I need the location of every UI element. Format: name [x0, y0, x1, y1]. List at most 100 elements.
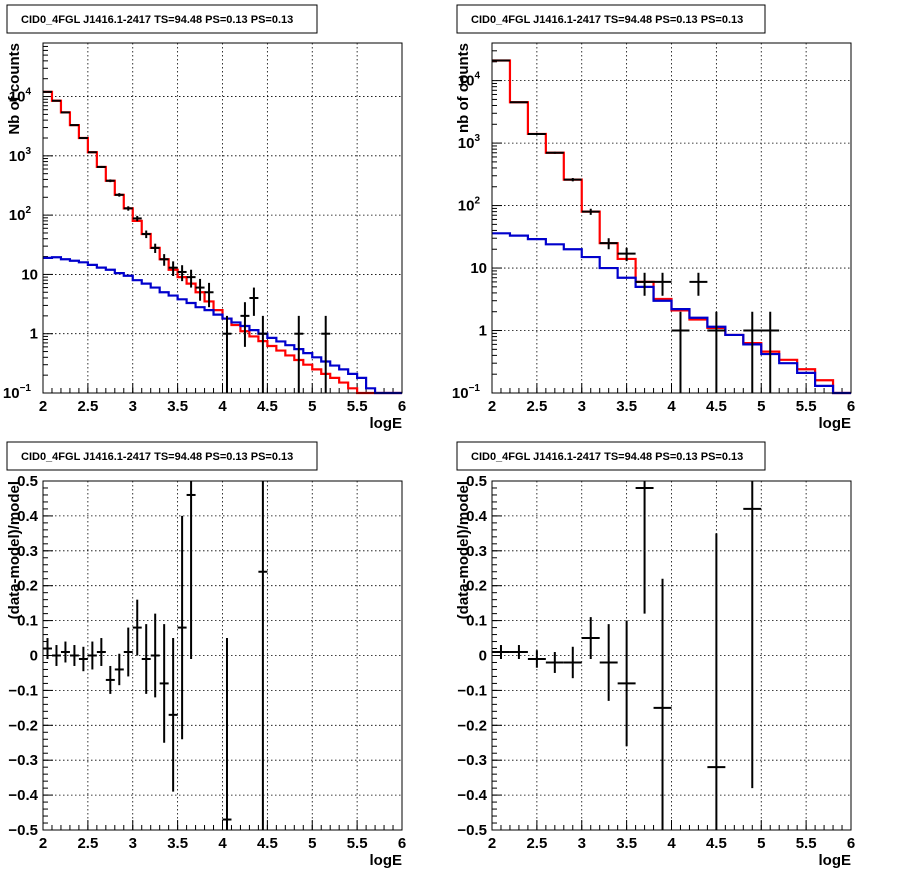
y-tick-label: 10−1	[452, 383, 481, 402]
x-tick-label: 5	[308, 398, 316, 415]
x-tick-label: 5.5	[347, 398, 368, 415]
data-point	[599, 624, 618, 701]
data-point	[581, 208, 600, 215]
x-axis-label: logE	[819, 852, 852, 869]
data-point	[51, 645, 61, 666]
y-tick-label: 0.4	[17, 508, 39, 525]
y-tick-label: 0	[479, 648, 487, 665]
data-point	[258, 315, 268, 393]
y-tick-label: 0.3	[466, 543, 487, 560]
data-point	[87, 641, 97, 670]
chart-panel-residuals-right: CID0_4FGL J1416.1-2417 TS=94.48 PS=0.13 …	[455, 441, 855, 869]
chart-title: CID0_4FGL J1416.1-2417 TS=94.48 PS=0.13 …	[21, 451, 293, 463]
y-tick-label: −0.3	[457, 752, 487, 769]
data-point	[617, 247, 636, 262]
data-point	[545, 151, 564, 154]
x-tick-label: 5.5	[347, 835, 368, 852]
data-point	[123, 627, 133, 677]
data-point	[177, 515, 187, 740]
x-tick-label: 5.5	[796, 398, 817, 415]
x-tick-label: 3	[129, 398, 137, 415]
data-point	[69, 645, 79, 666]
x-tick-label: 5	[757, 398, 765, 415]
data-point	[159, 254, 169, 266]
y-tick-label: 0.3	[17, 543, 38, 560]
data-point	[545, 652, 564, 673]
data-point	[132, 215, 142, 222]
y-tick-label: −0.5	[457, 822, 487, 839]
y-tick-label: 10−1	[3, 383, 32, 402]
x-tick-label: 3	[578, 835, 586, 852]
data-point	[222, 638, 232, 830]
y-tick-label: 0	[30, 648, 38, 665]
data-point	[43, 90, 52, 93]
plot-frame	[42, 42, 403, 394]
y-tick-label: 0.4	[466, 508, 488, 525]
data-point	[707, 311, 726, 393]
y-tick-label: −0.4	[457, 787, 487, 804]
data-point	[581, 617, 600, 659]
x-tick-label: 4	[218, 835, 227, 852]
y-tick-label: 1	[479, 323, 487, 340]
model-series-line-1	[492, 232, 851, 395]
x-tick-label: 3.5	[616, 398, 637, 415]
y-tick-label: 0.2	[17, 578, 38, 595]
data-point	[743, 481, 762, 789]
data-point	[563, 646, 582, 679]
y-tick-label: −0.2	[8, 717, 38, 734]
y-tick-label: 0.1	[466, 613, 487, 630]
chart-panel-counts-left: CID0_4FGL J1416.1-2417 TS=94.48 PS=0.13 …	[3, 4, 406, 432]
data-point	[258, 481, 268, 830]
data-point	[707, 533, 726, 830]
data-point	[43, 638, 52, 659]
data-point	[240, 302, 250, 347]
chart-title: CID0_4FGL J1416.1-2417 TS=94.48 PS=0.13 …	[21, 14, 293, 26]
y-axis-label: nb of counts	[455, 43, 472, 133]
x-tick-label: 5	[757, 835, 765, 852]
y-tick-label: 0.2	[466, 578, 487, 595]
chart-title-box	[6, 441, 318, 471]
data-point	[51, 99, 61, 102]
x-tick-label: 6	[398, 835, 406, 852]
x-tick-label: 4.5	[257, 398, 278, 415]
data-point	[195, 278, 205, 301]
y-tick-label: 0.5	[466, 473, 487, 490]
data-point	[509, 101, 528, 104]
data-point	[168, 261, 178, 277]
data-point	[177, 265, 187, 282]
x-tick-label: 2	[39, 835, 47, 852]
data-point	[114, 653, 124, 686]
x-tick-label: 4.5	[706, 398, 727, 415]
y-tick-label: −0.5	[8, 822, 38, 839]
data-point	[114, 193, 124, 197]
x-tick-label: 2.5	[526, 835, 547, 852]
y-tick-label: −0.1	[457, 682, 487, 699]
chart-panel-counts-right: CID0_4FGL J1416.1-2417 TS=94.48 PS=0.13 …	[452, 4, 855, 432]
x-tick-label: 6	[398, 398, 406, 415]
data-point	[87, 151, 97, 154]
data-point	[204, 282, 214, 308]
x-tick-label: 4	[667, 398, 676, 415]
x-tick-label: 2	[39, 398, 47, 415]
y-tick-label: 10	[470, 260, 487, 277]
x-tick-label: 4	[218, 398, 227, 415]
plot-frame	[491, 480, 852, 831]
data-point	[60, 111, 70, 114]
data-point	[492, 645, 510, 659]
data-point	[527, 650, 546, 668]
y-tick-label: 103	[9, 146, 32, 165]
data-point	[186, 269, 196, 288]
y-tick-label: 1	[30, 326, 38, 343]
x-tick-label: 3.5	[167, 835, 188, 852]
x-tick-label: 4	[667, 835, 676, 852]
data-point	[653, 272, 672, 296]
data-point	[563, 178, 582, 182]
y-axis-label: (data-model)/model	[455, 481, 472, 619]
x-axis-label: logE	[370, 415, 403, 432]
x-tick-label: 2	[488, 835, 496, 852]
data-point	[743, 311, 762, 393]
chart-panel-residuals-left: CID0_4FGL J1416.1-2417 TS=94.48 PS=0.13 …	[6, 441, 406, 869]
x-axis-label: logE	[819, 415, 852, 432]
data-point	[141, 230, 151, 239]
data-point	[249, 287, 259, 316]
